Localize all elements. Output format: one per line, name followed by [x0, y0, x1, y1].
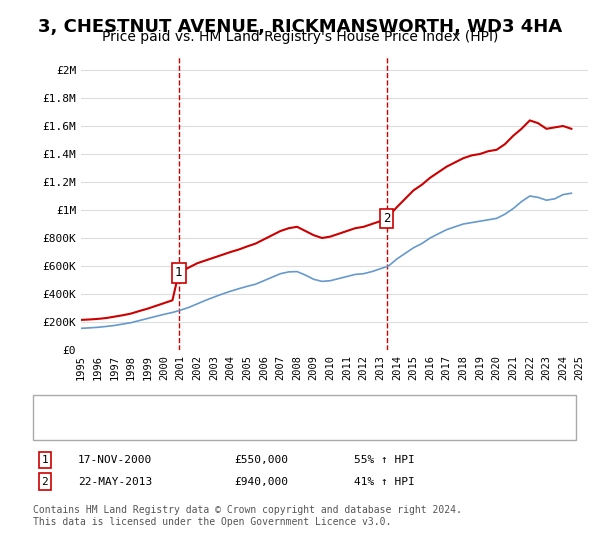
Text: 3, CHESTNUT AVENUE, RICKMANSWORTH, WD3 4HA: 3, CHESTNUT AVENUE, RICKMANSWORTH, WD3 4… [38, 18, 562, 36]
Text: £550,000: £550,000 [234, 455, 288, 465]
Text: 22-MAY-2013: 22-MAY-2013 [78, 477, 152, 487]
Text: Contains HM Land Registry data © Crown copyright and database right 2024.
This d: Contains HM Land Registry data © Crown c… [33, 505, 462, 527]
Text: 1: 1 [41, 455, 49, 465]
Text: Price paid vs. HM Land Registry's House Price Index (HPI): Price paid vs. HM Land Registry's House … [102, 30, 498, 44]
Text: £940,000: £940,000 [234, 477, 288, 487]
Text: 55% ↑ HPI: 55% ↑ HPI [354, 455, 415, 465]
Text: 2: 2 [41, 477, 49, 487]
Text: HPI: Average price, detached house, Three Rivers: HPI: Average price, detached house, Thre… [84, 424, 396, 435]
Text: 17-NOV-2000: 17-NOV-2000 [78, 455, 152, 465]
Text: 3, CHESTNUT AVENUE, RICKMANSWORTH, WD3 4HA (detached house): 3, CHESTNUT AVENUE, RICKMANSWORTH, WD3 4… [84, 402, 467, 412]
Text: 41% ↑ HPI: 41% ↑ HPI [354, 477, 415, 487]
Text: 1: 1 [175, 267, 182, 279]
Text: 2: 2 [383, 212, 390, 225]
